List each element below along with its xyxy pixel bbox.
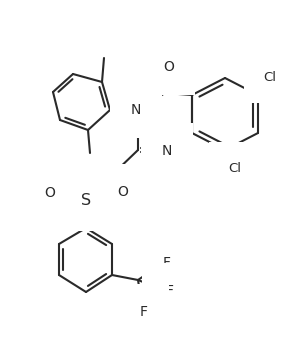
Text: S: S	[81, 193, 91, 207]
Text: O: O	[164, 60, 174, 74]
Text: N: N	[162, 144, 172, 158]
Text: F: F	[140, 305, 148, 319]
Text: Cl: Cl	[263, 70, 276, 83]
Text: F: F	[163, 256, 171, 270]
Text: O: O	[118, 185, 128, 199]
Text: F: F	[166, 284, 174, 298]
Text: O: O	[45, 186, 56, 200]
Text: N: N	[131, 103, 141, 117]
Text: Cl: Cl	[228, 161, 242, 175]
